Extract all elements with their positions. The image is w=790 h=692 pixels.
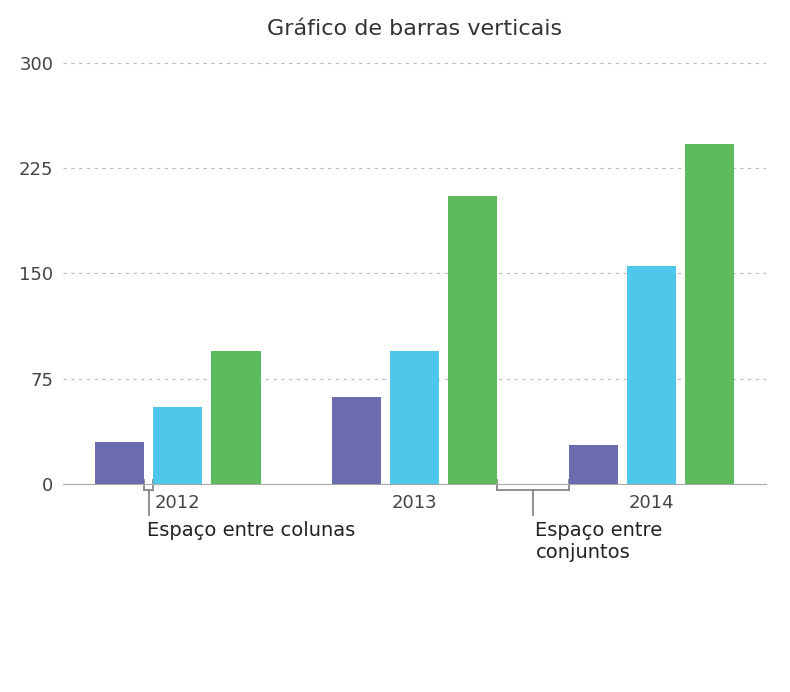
Bar (212, 351, 261, 484)
Bar (448, 196, 498, 484)
Text: Espaço entre
conjuntos: Espaço entre conjuntos (536, 521, 663, 562)
Bar (627, 266, 676, 484)
Bar (95, 442, 145, 484)
Title: Gráfico de barras verticais: Gráfico de barras verticais (267, 19, 562, 39)
Bar (332, 397, 382, 484)
Bar (685, 144, 735, 484)
Bar (390, 351, 439, 484)
Bar (569, 445, 618, 484)
Bar (153, 407, 202, 484)
Text: Espaço entre colunas: Espaço entre colunas (147, 521, 355, 540)
